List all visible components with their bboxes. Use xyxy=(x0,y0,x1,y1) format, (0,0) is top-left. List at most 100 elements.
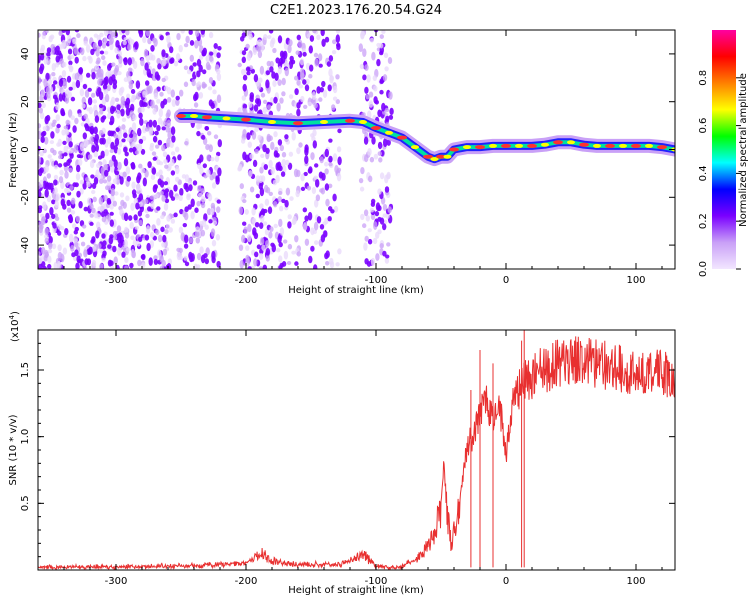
spectrogram-speckle xyxy=(144,62,149,71)
spectrogram-speckle xyxy=(370,257,376,267)
spectrogram-speckle xyxy=(47,78,53,86)
spectrogram-speckle xyxy=(173,212,178,218)
spectrogram-speckle xyxy=(137,259,142,267)
spectrogram-speckle xyxy=(56,123,61,129)
spectrogram-speckle xyxy=(335,30,341,34)
spectrogram-speckle xyxy=(194,230,199,238)
spectrogram-speckle xyxy=(76,33,81,39)
spectrogram-speckle xyxy=(54,62,59,68)
spectrogram-speckle xyxy=(135,143,140,149)
spectrogram-speckle xyxy=(364,235,369,242)
spectrogram-speckle xyxy=(44,30,49,34)
spectrogram-speckle xyxy=(277,79,282,86)
spectrogram-speckle xyxy=(138,163,143,169)
spectrogram-speckle xyxy=(210,207,215,216)
spectrogram-speckle xyxy=(288,94,294,99)
spectrogram-speckle xyxy=(359,63,365,70)
spectrogram-speckle xyxy=(313,52,319,58)
spectrogram-speckle xyxy=(176,33,181,41)
spectrogram-speckle xyxy=(129,262,134,269)
spectrogram-speckle xyxy=(278,218,283,228)
colorbar-tick-label: 0.6 xyxy=(698,118,709,134)
spectrogram-speckle xyxy=(53,164,59,170)
spectrogram-speckle xyxy=(269,66,274,73)
spectrogram-speckle xyxy=(276,248,281,253)
spectrogram-speckle xyxy=(169,58,174,64)
spectrogram-speckle xyxy=(217,167,222,177)
spectrogram-speckle xyxy=(74,117,79,125)
spectrogram-speckle xyxy=(304,155,309,165)
spectrogram-speckle xyxy=(205,55,210,63)
spectrogram-speckle xyxy=(211,250,216,260)
spectrogram-speckle xyxy=(79,88,85,97)
spectrogram-speckle xyxy=(75,262,80,269)
spectrogram-speckle xyxy=(112,83,118,90)
spectrogram-speckle xyxy=(114,97,120,103)
spectrogram-speckle xyxy=(67,48,73,55)
ridge-peak xyxy=(579,142,589,147)
spectrogram-speckle xyxy=(260,214,265,223)
spectrogram-speckle xyxy=(195,264,201,269)
spectrogram-speckle xyxy=(91,259,97,267)
spectrogram-speckle xyxy=(268,159,273,169)
spectrogram-speckle xyxy=(294,261,299,266)
spectrogram-speckle xyxy=(38,145,41,152)
spectrogram-speckle xyxy=(265,70,270,76)
spectrogram-speckle xyxy=(125,93,131,100)
spectrogram-speckle xyxy=(322,221,327,226)
spectrogram-speckle xyxy=(41,102,46,109)
spectrogram-speckle xyxy=(48,242,53,248)
spectrogram-speckle xyxy=(38,76,42,85)
spectrogram-speckle xyxy=(38,255,43,265)
spectrogram-speckle xyxy=(55,114,60,122)
spectrogram-speckle xyxy=(76,164,81,173)
snr-data xyxy=(38,330,675,570)
spectrogram-speckle xyxy=(245,66,251,72)
spectrogram-speckle xyxy=(71,223,77,229)
spectrogram-speckle xyxy=(215,175,220,182)
spectrogram-speckle xyxy=(178,44,183,53)
spectrogram-speckle xyxy=(253,258,258,267)
spectrogram-speckle xyxy=(87,55,92,61)
spectrogram-speckle xyxy=(259,222,264,230)
spectrogram-speckle xyxy=(362,74,367,81)
spectrogram-speckle xyxy=(85,44,91,53)
spectrogram-speckle xyxy=(377,141,383,150)
spectrogram-speckle xyxy=(267,35,272,39)
spectrogram-speckle xyxy=(42,201,47,210)
spectrogram-speckle xyxy=(57,230,62,236)
spectrogram-speckle xyxy=(318,63,323,68)
spectrogram-speckle xyxy=(166,97,172,103)
spectrogram-speckle xyxy=(123,146,128,153)
spectrogram-speckle xyxy=(283,250,289,260)
spectrogram-speckle xyxy=(97,39,103,47)
spectrogram-speckle xyxy=(262,264,267,269)
spectrogram-speckle xyxy=(279,50,285,58)
spectrogram-speckle xyxy=(64,95,70,104)
spectrogram-speckle xyxy=(103,89,109,95)
spectrogram-speckle xyxy=(247,141,252,148)
spectrogram-speckle xyxy=(67,109,73,118)
spectrogram-speckle xyxy=(369,156,375,163)
spectrogram-speckle xyxy=(248,101,253,108)
spectrogram-speckle xyxy=(164,164,169,169)
spectrogram-speckle xyxy=(303,104,308,109)
spectrogram-speckle xyxy=(38,189,42,198)
spectrogram-speckle xyxy=(105,185,110,191)
spectrogram-speckle xyxy=(68,86,73,91)
ridge-peak xyxy=(463,145,471,150)
spectrogram-speckle xyxy=(362,223,367,229)
spectrogram-speckle xyxy=(151,151,157,156)
spectrogram-speckle xyxy=(312,129,317,137)
x-tick-label: -100 xyxy=(365,275,388,286)
spectrogram-speckle xyxy=(188,30,193,35)
spectrogram-speckle xyxy=(199,220,204,226)
spectrogram-speckle xyxy=(249,186,255,193)
spectrogram-speckle xyxy=(163,85,169,92)
spectrogram-speckle xyxy=(94,65,100,71)
spectrogram-speckle xyxy=(369,207,375,213)
spectrogram-speckle xyxy=(249,95,254,103)
spectrogram-speckle xyxy=(379,34,384,39)
spectrogram-speckle xyxy=(40,44,46,51)
